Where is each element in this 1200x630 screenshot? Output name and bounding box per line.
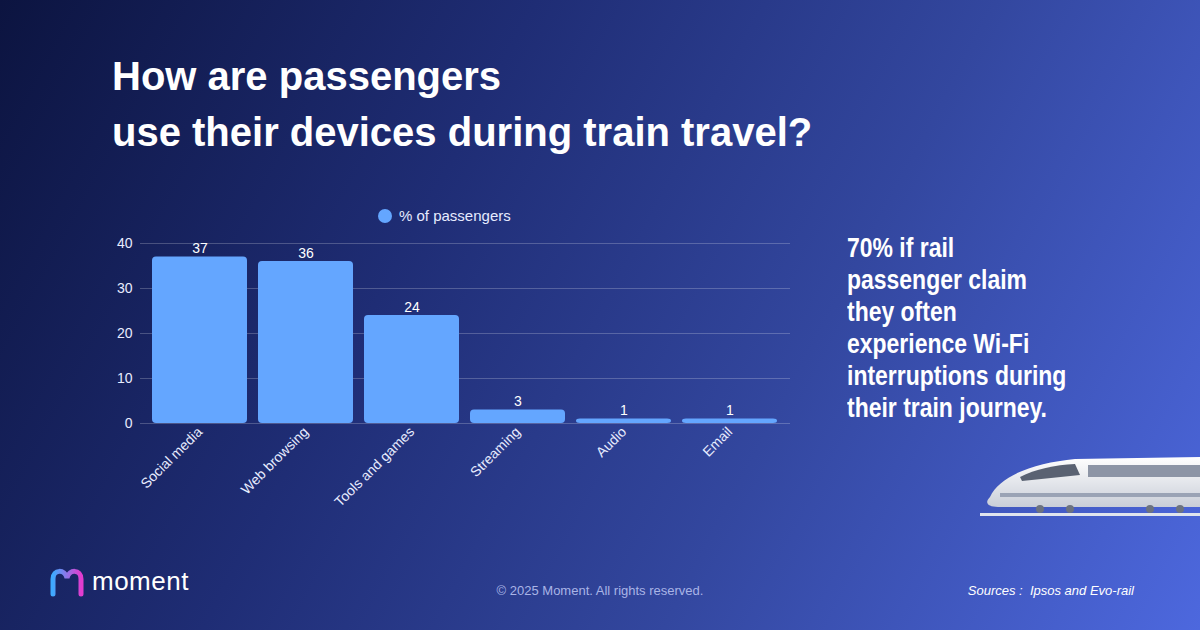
svg-text:30: 30 — [117, 280, 133, 296]
svg-text:Social media: Social media — [137, 423, 205, 491]
svg-text:Audio: Audio — [593, 423, 630, 460]
html-text:How are passengers use their d: How are passengers use their devices dur… — [112, 54, 813, 154]
svg-text:Web browsing: Web browsing — [237, 423, 311, 497]
svg-text:20: 20 — [117, 325, 133, 341]
svg-text:1: 1 — [726, 402, 734, 418]
html-text:moment: moment — [92, 566, 189, 596]
svg-text:Streaming: Streaming — [467, 423, 523, 479]
html-text:70% if rail passenger claim th: 70% if rail passenger claim they often e… — [847, 232, 1067, 423]
svg-text:40: 40 — [117, 235, 133, 251]
svg-text:24: 24 — [404, 299, 420, 315]
svg-text:10: 10 — [117, 370, 133, 386]
html-text:Sources : Ipsos and Evo-rail: Sources : Ipsos and Evo-rail — [967, 583, 1134, 598]
html-text:% of passengers: % of passengers — [399, 207, 511, 224]
svg-text:1: 1 — [620, 402, 628, 418]
svg-text:37: 37 — [192, 240, 208, 256]
svg-text:0: 0 — [125, 415, 133, 431]
svg-text:3: 3 — [514, 393, 522, 409]
svg-text:Tools and games: Tools and games — [331, 423, 417, 509]
html-text:© 2025 Moment. All rights rese: © 2025 Moment. All rights reserved. — [496, 583, 704, 598]
svg-text:Email: Email — [699, 423, 735, 459]
svg-text:36: 36 — [298, 245, 314, 261]
